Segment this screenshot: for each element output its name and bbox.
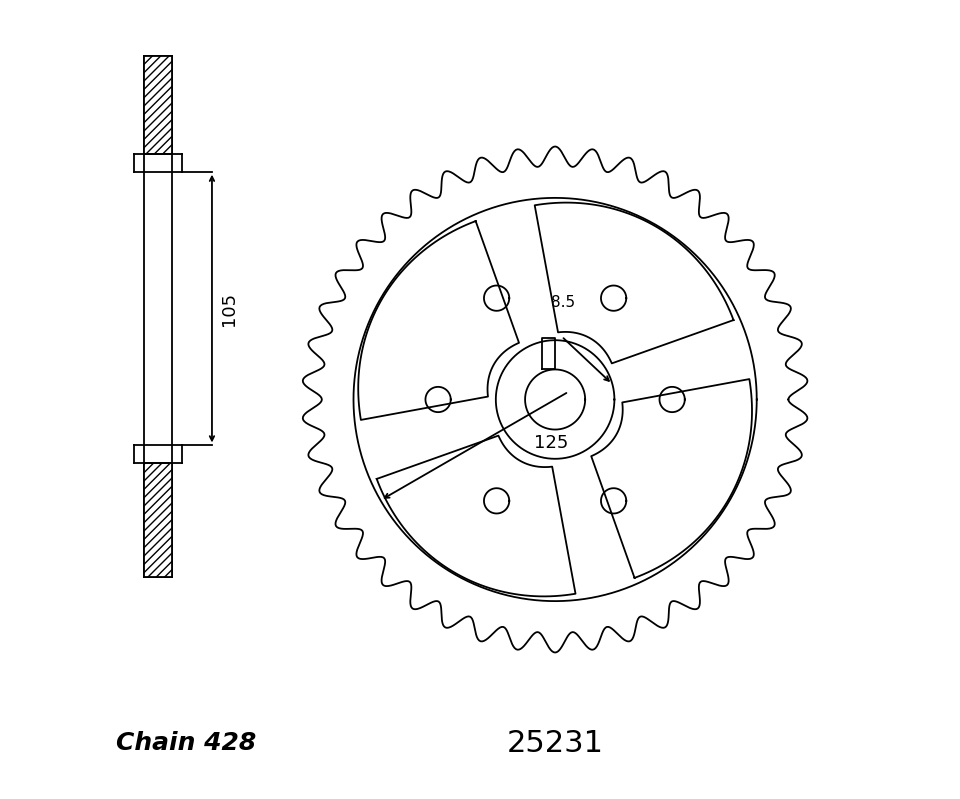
Bar <box>144 56 173 154</box>
Text: 125: 125 <box>534 434 568 452</box>
Text: 25231: 25231 <box>507 729 604 758</box>
Text: 105: 105 <box>221 292 238 326</box>
Bar <box>144 463 173 578</box>
Text: Chain 428: Chain 428 <box>116 731 256 755</box>
Text: 8.5: 8.5 <box>551 295 575 310</box>
